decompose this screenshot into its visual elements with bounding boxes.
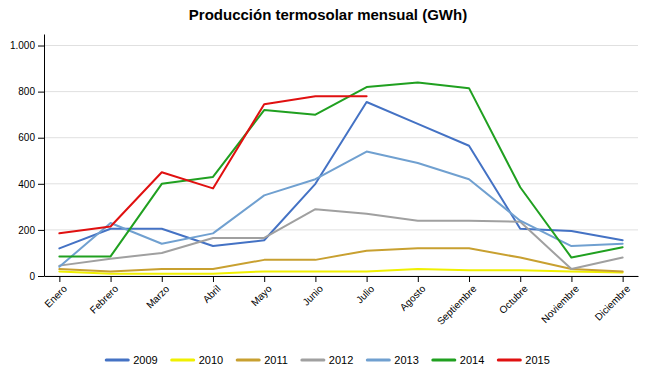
plot: 0 200 400 600 800 1.000 Enero Febrero Marzo Abril… — [10, 35, 639, 328]
x-tick: Septiembre — [435, 276, 479, 327]
grid-line — [44, 91, 638, 92]
legend-item: 2011 — [237, 354, 288, 366]
y-tick: 400 — [18, 179, 44, 190]
legend-label: 2010 — [199, 354, 223, 366]
x-tick-label: Octubre — [497, 283, 530, 316]
legend-item: 2012 — [302, 354, 353, 366]
x-tick-label: Noviembre — [539, 283, 581, 325]
legend-swatch — [237, 359, 259, 362]
y-tick-label: 600 — [18, 132, 35, 143]
x-tick-mark — [213, 276, 214, 282]
grid-line — [44, 276, 638, 277]
legend-label: 2014 — [460, 354, 484, 366]
y-tick-label: 200 — [18, 225, 35, 236]
y-tick-mark — [38, 276, 44, 277]
legend-swatch — [367, 359, 389, 362]
grid — [44, 46, 638, 276]
x-tick-mark — [367, 276, 368, 282]
series-line — [59, 209, 622, 269]
x-tick-label: Agosto — [398, 283, 428, 313]
legend-swatch — [498, 359, 520, 362]
x-axis: Enero Febrero Marzo Abril Mayo Junio Julio Agos… — [42, 276, 638, 327]
x-tick-mark — [264, 276, 265, 282]
x-tick-mark — [571, 276, 572, 282]
legend-item: 2009 — [106, 354, 157, 366]
y-tick-label: 0 — [29, 271, 35, 282]
x-tick: Marzo — [144, 276, 172, 311]
x-tick-mark — [111, 276, 112, 282]
x-tick: Junio — [300, 276, 325, 308]
y-tick-label: 400 — [18, 179, 35, 190]
y-tick: 1.000 — [10, 40, 44, 51]
legend-item: 2015 — [498, 354, 549, 366]
y-tick-mark — [38, 46, 44, 47]
y-tick-mark — [38, 184, 44, 185]
x-tick-mark — [162, 276, 163, 282]
legend-label: 2011 — [264, 354, 288, 366]
x-tick-label: Junio — [300, 283, 325, 308]
grid-line — [44, 45, 638, 46]
x-tick: Agosto — [398, 276, 428, 313]
x-tick-label: Abril — [201, 283, 223, 305]
legend-item: 2010 — [172, 354, 223, 366]
legend-swatch — [302, 359, 324, 362]
legend-item: 2013 — [367, 354, 418, 366]
legend-label: 2013 — [394, 354, 418, 366]
chart: Producción termosolar mensual (GWh) 0 200 4… — [0, 0, 656, 372]
x-tick-label: Enero — [42, 283, 69, 310]
series-line — [59, 248, 622, 271]
x-tick-mark — [469, 276, 470, 282]
legend-label: 2009 — [133, 354, 157, 366]
x-tick: Octubre — [497, 276, 530, 316]
grid-line — [44, 137, 638, 138]
x-tick: Enero — [42, 276, 69, 310]
y-axis: 0 200 400 600 800 1.000 — [10, 35, 45, 282]
legend-swatch — [106, 359, 128, 362]
x-tick-label: Septiembre — [435, 283, 479, 327]
legend-swatch — [172, 359, 194, 362]
y-tick: 800 — [18, 86, 44, 97]
x-axis-line — [45, 276, 639, 277]
y-tick-mark — [38, 138, 44, 139]
y-tick: 200 — [18, 225, 44, 236]
y-tick-label: 800 — [18, 86, 35, 97]
x-tick: Noviembre — [539, 276, 581, 325]
series-line — [59, 96, 366, 233]
grid-line — [44, 183, 638, 184]
x-tick-mark — [623, 276, 624, 282]
x-tick-label: Diciembre — [593, 283, 633, 323]
y-tick: 600 — [18, 132, 44, 143]
x-tick-mark — [59, 276, 60, 282]
y-tick-mark — [38, 92, 44, 93]
title: Producción termosolar mensual (GWh) — [189, 6, 467, 23]
x-tick: Febrero — [88, 276, 121, 316]
legend-item: 2014 — [433, 354, 484, 366]
legend-label: 2015 — [525, 354, 549, 366]
x-tick-label: Marzo — [144, 283, 172, 311]
x-tick-label: Julio — [354, 283, 377, 306]
x-tick-mark — [315, 276, 316, 282]
x-tick-mark — [418, 276, 419, 282]
y-tick: 0 — [29, 271, 44, 282]
x-tick-label: Febrero — [88, 283, 121, 316]
x-tick: Julio — [354, 276, 377, 305]
series-group — [59, 82, 622, 273]
series-line — [59, 102, 622, 248]
y-axis-line — [44, 35, 45, 277]
x-tick: Abril — [201, 276, 223, 305]
y-tick-label: 1.000 — [10, 40, 35, 51]
legend-swatch — [433, 359, 455, 362]
y-tick-mark — [38, 230, 44, 231]
x-tick: Mayo — [249, 276, 274, 308]
x-tick-label: Mayo — [249, 283, 274, 308]
x-tick: Diciembre — [593, 276, 633, 323]
x-tick-mark — [520, 276, 521, 282]
legend-label: 2012 — [329, 354, 353, 366]
series-line — [59, 82, 622, 257]
legend: 2009 2010 2011 2012 2013 2014 2015 — [106, 354, 550, 366]
